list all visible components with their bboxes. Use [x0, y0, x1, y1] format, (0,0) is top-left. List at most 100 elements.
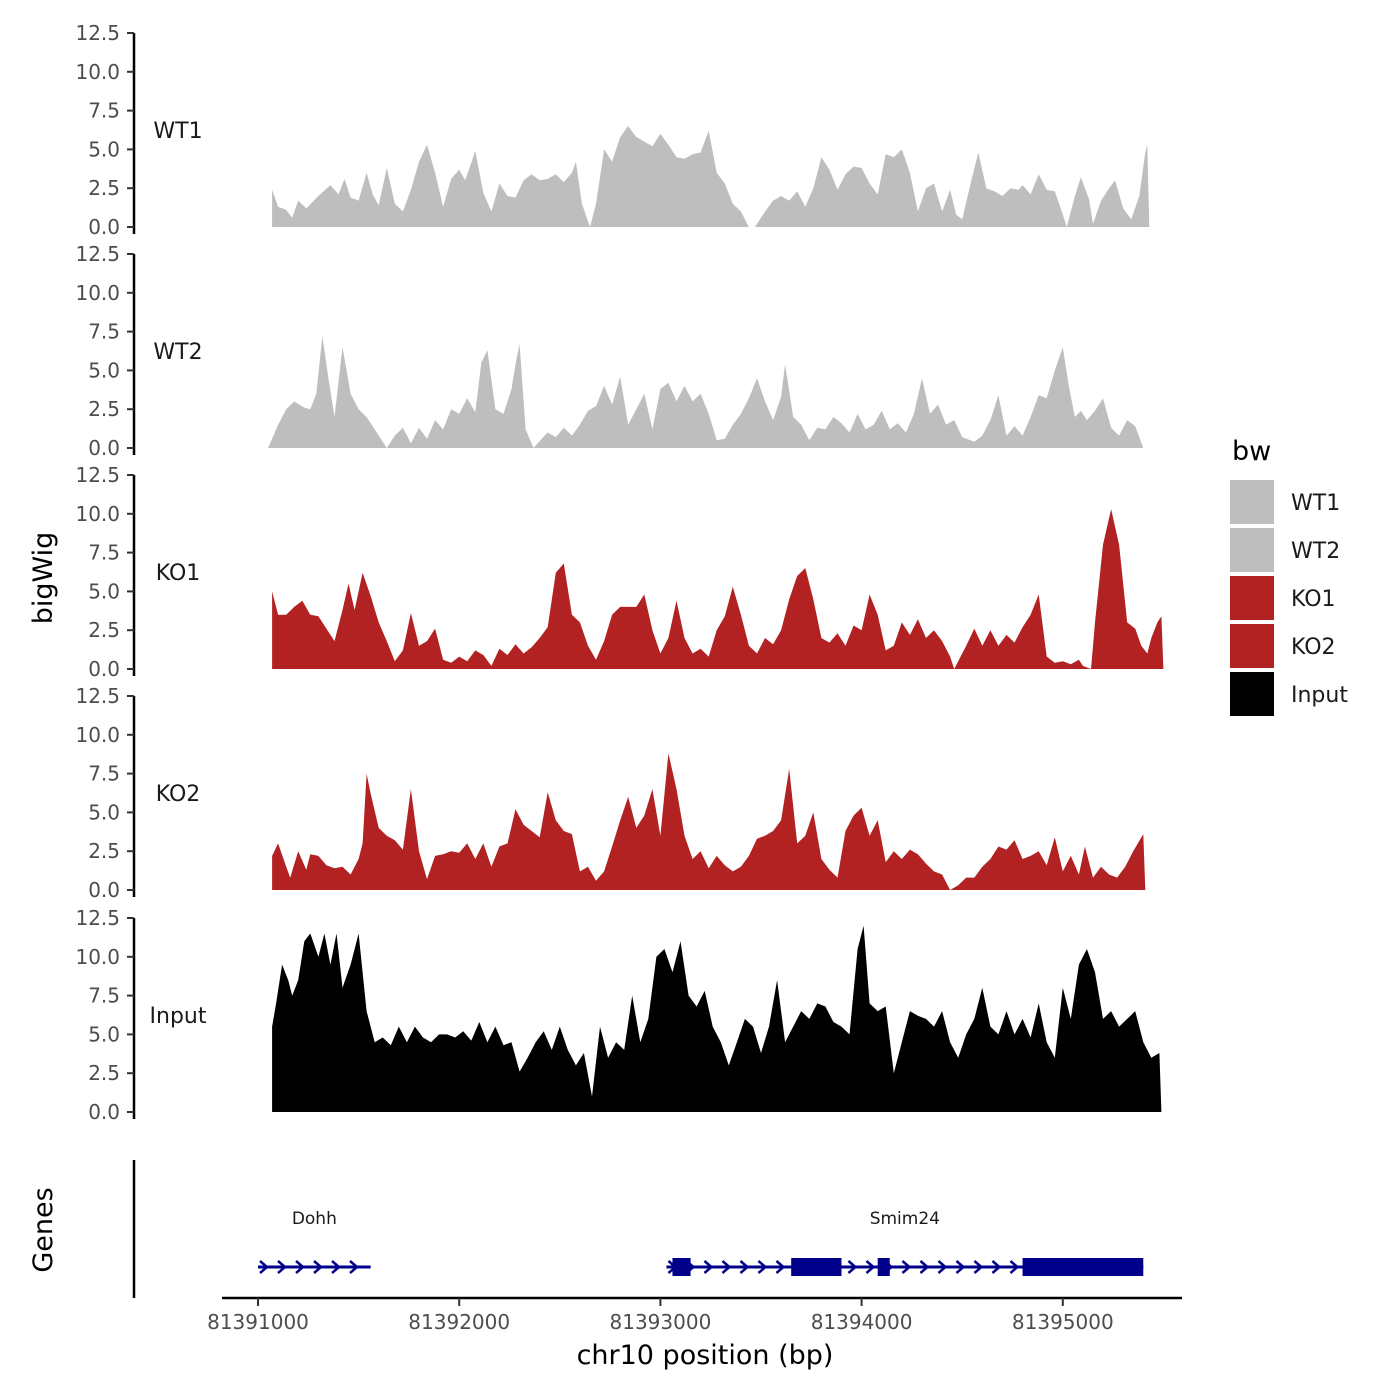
track-label-ko1: KO1: [156, 561, 201, 586]
x-tick-label: 81395000: [1012, 1310, 1114, 1334]
strand-arrow: [703, 1260, 714, 1274]
x-tick-label: 81393000: [610, 1310, 712, 1334]
strand-arrow: [775, 1260, 786, 1274]
tracks-layer: 0.0 2.5 5.0 7.5 10.0 12.5 WT1 0.0 2.5 5.0 7.5 10.0 1…: [75, 21, 1164, 1124]
y-tick-label: 7.5: [88, 320, 120, 344]
legend-swatch: [1230, 672, 1274, 716]
legend-entry-ko1: KO1: [1230, 576, 1336, 620]
track-ko2: 0.0 2.5 5.0 7.5 10.0 12.5 KO2: [75, 684, 1146, 902]
track-wt2: 0.0 2.5 5.0 7.5 10.0 12.5 WT2: [75, 242, 1144, 460]
y-tick-label: 10.0: [75, 723, 120, 747]
strand-arrow: [313, 1260, 323, 1274]
legend-label: WT2: [1291, 539, 1340, 564]
track-label-input: Input: [150, 1004, 207, 1029]
legend-entry-wt1: WT1: [1230, 480, 1340, 524]
track-label-ko2: KO2: [156, 782, 201, 807]
legend-label: KO1: [1291, 587, 1336, 612]
y-tick-label: 10.0: [75, 60, 120, 84]
strand-arrow: [919, 1260, 930, 1274]
gene-label-smim24: Smim24: [870, 1209, 940, 1229]
exon-block: [791, 1258, 842, 1276]
y-tick-label: 10.0: [75, 502, 120, 526]
strand-arrow: [991, 1260, 1002, 1274]
genes-layer: Dohh Smim24: [132, 1160, 1144, 1298]
strand-arrow: [937, 1260, 948, 1274]
y-tick-label: 12.5: [75, 242, 120, 266]
legend-title: bw: [1232, 436, 1271, 467]
y-tick-label: 5.0: [88, 1022, 120, 1046]
exon-block: [672, 1258, 691, 1276]
y-tick-label: 5.0: [88, 579, 120, 603]
y-tick-label: 7.5: [88, 541, 120, 565]
gene-label-dohh: Dohh: [292, 1209, 337, 1229]
y-tick-label: 2.5: [88, 397, 120, 421]
track-input: 0.0 2.5 5.0 7.5 10.0 12.5 Input: [75, 906, 1162, 1124]
legend-label: WT1: [1291, 491, 1340, 516]
x-axis-title: chr10 position (bp): [577, 1340, 834, 1371]
legend: WT1 WT2 KO1 KO2 Input: [1230, 480, 1348, 716]
strand-arrow: [295, 1260, 305, 1274]
y-tick-label: 12.5: [75, 684, 120, 708]
coverage-area-input: [272, 925, 1162, 1112]
gene-dohh: Dohh: [258, 1209, 371, 1274]
x-tick-label: 81394000: [811, 1310, 913, 1334]
y-tick-label: 7.5: [88, 99, 120, 123]
strand-arrow: [259, 1260, 269, 1274]
track-wt1: 0.0 2.5 5.0 7.5 10.0 12.5 WT1: [75, 21, 1150, 239]
y-tick-label: 2.5: [88, 176, 120, 200]
strand-arrow: [739, 1260, 750, 1274]
legend-swatch: [1230, 576, 1274, 620]
y-tick-label: 12.5: [75, 906, 120, 930]
strand-arrow: [277, 1260, 287, 1274]
legend-swatch: [1230, 624, 1274, 668]
strand-arrow: [721, 1260, 732, 1274]
strand-arrow: [1009, 1260, 1020, 1274]
y-tick-label: 0.0: [88, 215, 120, 239]
exon-block: [877, 1258, 890, 1276]
coverage-area-ko1: [272, 509, 1164, 669]
track-label-wt1: WT1: [153, 119, 202, 144]
strand-arrow: [865, 1260, 876, 1274]
x-tick-label: 81392000: [408, 1310, 510, 1334]
legend-label: Input: [1291, 683, 1348, 708]
y-tick-label: 5.0: [88, 358, 120, 382]
y-axis-title: bigWig: [28, 532, 59, 625]
x-tick-label: 81391000: [207, 1310, 309, 1334]
y-tick-label: 12.5: [75, 21, 120, 45]
genes-panel-title: Genes: [28, 1187, 59, 1272]
legend-entry-input: Input: [1230, 672, 1348, 716]
exon-block: [1022, 1258, 1144, 1276]
y-tick-label: 0.0: [88, 657, 120, 681]
track-ko1: 0.0 2.5 5.0 7.5 10.0 12.5 KO1: [75, 463, 1164, 681]
legend-entry-ko2: KO2: [1230, 624, 1336, 668]
strand-arrow: [955, 1260, 966, 1274]
strand-arrow: [757, 1260, 768, 1274]
y-tick-label: 2.5: [88, 618, 120, 642]
coverage-area-ko2: [272, 753, 1146, 890]
y-tick-label: 7.5: [88, 762, 120, 786]
y-tick-label: 5.0: [88, 137, 120, 161]
y-tick-label: 0.0: [88, 878, 120, 902]
strand-arrow: [331, 1260, 341, 1274]
y-tick-label: 0.0: [88, 1100, 120, 1124]
y-tick-label: 10.0: [75, 281, 120, 305]
gene-smim24: Smim24: [666, 1209, 1144, 1276]
y-tick-label: 5.0: [88, 800, 120, 824]
track-label-wt2: WT2: [153, 340, 202, 365]
legend-swatch: [1230, 528, 1274, 572]
y-tick-label: 7.5: [88, 984, 120, 1008]
legend-swatch: [1230, 480, 1274, 524]
legend-entry-wt2: WT2: [1230, 528, 1340, 572]
y-tick-label: 12.5: [75, 463, 120, 487]
coverage-area-wt2: [268, 336, 1144, 448]
x-axis: 81391000 81392000 81393000 81394000 81395000: [207, 1296, 1182, 1334]
legend-label: KO2: [1291, 635, 1336, 660]
strand-arrow: [349, 1260, 359, 1274]
y-tick-label: 0.0: [88, 436, 120, 460]
y-tick-label: 2.5: [88, 839, 120, 863]
strand-arrow: [901, 1260, 912, 1274]
strand-arrow: [973, 1260, 984, 1274]
y-tick-label: 10.0: [75, 945, 120, 969]
y-tick-label: 2.5: [88, 1061, 120, 1085]
